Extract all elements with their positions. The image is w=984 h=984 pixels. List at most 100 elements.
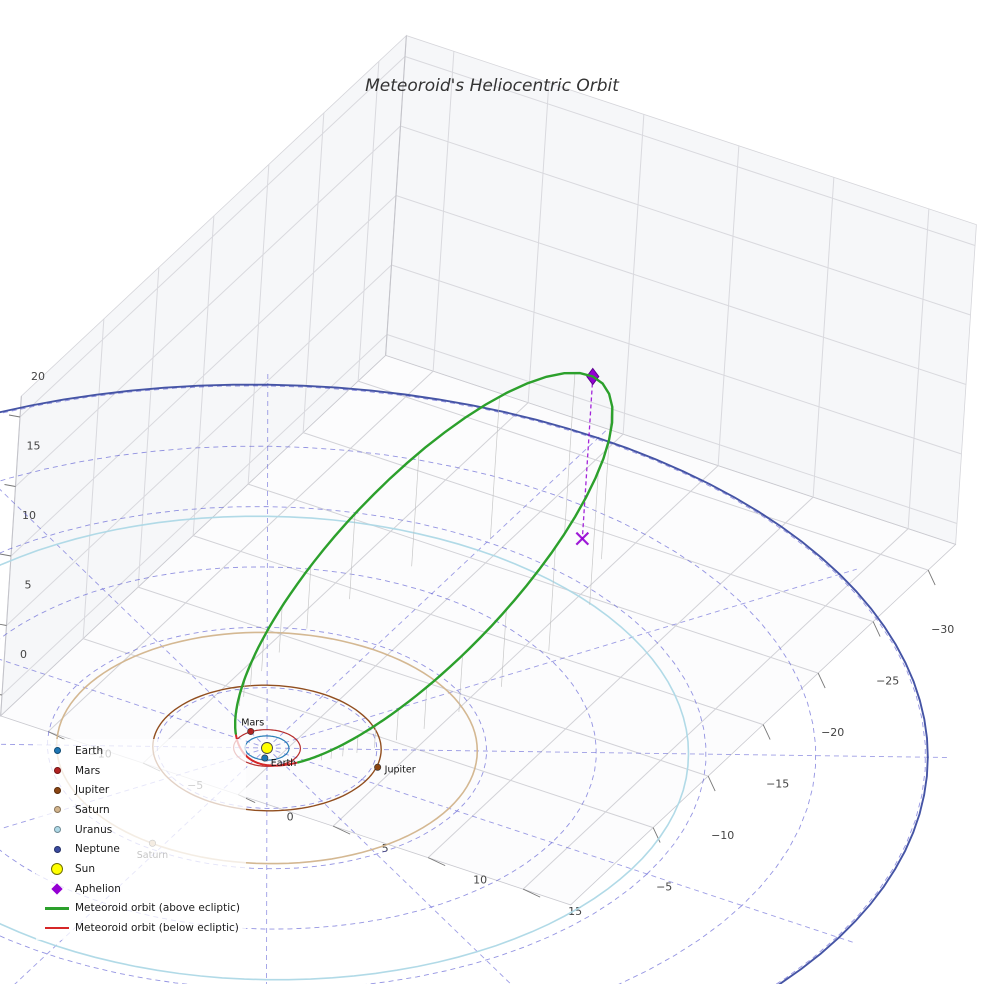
legend-marker-dot-large-icon [42, 862, 72, 875]
gridline-y-floor [302, 432, 874, 623]
legend-item: Uranus [42, 820, 240, 840]
legend-label: Uranus [75, 823, 113, 836]
z-tick-label: 10 [22, 509, 36, 522]
y-tick-label: −20 [821, 726, 844, 739]
z-tick-mark [0, 553, 12, 557]
gridline-y-floor [192, 535, 764, 726]
z-tick-mark [0, 623, 7, 626]
legend-label: Saturn [75, 803, 110, 816]
orbit-stem [548, 547, 556, 651]
gridline-z-right [386, 334, 958, 524]
y-tick-mark [652, 827, 661, 843]
orbit-stem [278, 606, 283, 653]
legend-item: Saturn [42, 800, 240, 820]
x-tick-mark [427, 857, 446, 867]
orbit-jupiter [152, 684, 382, 812]
gridline-z-left [6, 264, 392, 626]
y-tick-mark [927, 569, 936, 586]
z-tick-label: 20 [31, 370, 45, 383]
y-tick-label: −30 [931, 623, 954, 636]
legend-marker-dot-icon [42, 786, 72, 794]
gridline-y-floor [357, 380, 929, 571]
legend-label: Aphelion [75, 882, 121, 895]
orbit-stem [330, 750, 332, 759]
gridline-z-left [19, 56, 406, 418]
legend-item: Earth [42, 741, 240, 761]
y-tick-mark [762, 724, 771, 740]
x-tick-label: 5 [382, 842, 389, 855]
planet-dot-earth [261, 754, 269, 762]
x-tick-mark [47, 731, 66, 741]
y-tick-label: −5 [656, 881, 672, 894]
legend-label: Mars [75, 764, 101, 777]
gridline-z-right [395, 195, 967, 385]
planet-label-mars: Mars [241, 717, 264, 728]
sun-marker [261, 742, 273, 754]
planet-dot-jupiter [374, 763, 382, 771]
z-tick-label: 5 [25, 579, 32, 592]
gridline-z-right [391, 264, 962, 455]
orbit-stem [564, 372, 576, 534]
pane-gridlines [0, 35, 976, 890]
legend-label: Neptune [75, 843, 120, 856]
box-corner-edge [385, 35, 407, 356]
orbit-stem [489, 396, 500, 540]
x-tick-label: 0 [287, 811, 294, 824]
ecliptic-spoke [266, 747, 948, 758]
orbit-stem [411, 452, 420, 567]
legend-marker-dot-icon [42, 767, 72, 775]
x-tick-mark [522, 888, 541, 898]
gridline-z-right [404, 56, 976, 246]
legend: Earth Mars Jupiter Saturn Uranus Neptune Sun Ap… [36, 739, 246, 940]
orbit-stem [589, 471, 599, 605]
gridline-z-left [15, 125, 401, 487]
legend-label: Sun [75, 862, 95, 875]
orbit-mars [232, 729, 302, 767]
z-tick-mark [8, 414, 21, 418]
legend-item: Sun [42, 859, 240, 879]
gridline-z-left [1, 334, 388, 696]
planet-label-earth: Earth [271, 758, 296, 769]
z-tick-label: 0 [20, 648, 27, 661]
orbit-stem [349, 513, 356, 600]
y-tick-label: −25 [876, 675, 899, 688]
orbit-uranus [0, 515, 690, 981]
chart-title: Meteoroid's Heliocentric Orbit [365, 76, 619, 96]
aphelion-drop-line [581, 376, 594, 539]
planet-dot-mars [247, 727, 255, 735]
orbit-stem [458, 655, 463, 713]
y-tick-mark [872, 621, 881, 637]
x-tick-mark [332, 825, 351, 835]
legend-marker-line-icon [42, 907, 72, 910]
legend-item: Neptune [42, 839, 240, 859]
orbit-stem [306, 565, 312, 629]
planet-label-jupiter: Jupiter [384, 764, 416, 775]
legend-marker-dot-icon [42, 806, 72, 814]
y-tick-label: −15 [766, 778, 789, 791]
y-tick-label: −10 [711, 829, 734, 842]
legend-item: Meteoroid orbit (below ecliptic) [42, 918, 240, 938]
orbit-neptune [0, 383, 929, 984]
orbit-stem [250, 660, 253, 686]
orbit-stem [501, 609, 507, 687]
gridline-z-right [400, 125, 971, 316]
meteoroid-orbit-above-path [234, 371, 614, 764]
legend-marker-line-icon [42, 926, 72, 930]
legend-marker-diamond-icon [42, 882, 72, 895]
legend-item: Meteoroid orbit (above ecliptic) [42, 899, 240, 919]
y-tick-mark [707, 775, 716, 792]
legend-marker-dot-icon [42, 826, 72, 834]
orbit-stem [342, 744, 344, 757]
planet-orbits [0, 383, 929, 984]
orbit-stem [374, 725, 377, 748]
legend-item: Mars [42, 761, 240, 781]
ecliptic-spoke [0, 488, 268, 749]
orbit-stem [261, 636, 265, 672]
gridline-y-floor [137, 586, 709, 777]
legend-marker-dot-icon [42, 845, 72, 853]
gridline-y-floor [82, 638, 654, 829]
orbit-stem [423, 687, 428, 729]
legend-item: Aphelion [42, 879, 240, 899]
ecliptic-spoke [266, 747, 512, 984]
orbit-saturn [55, 631, 479, 865]
